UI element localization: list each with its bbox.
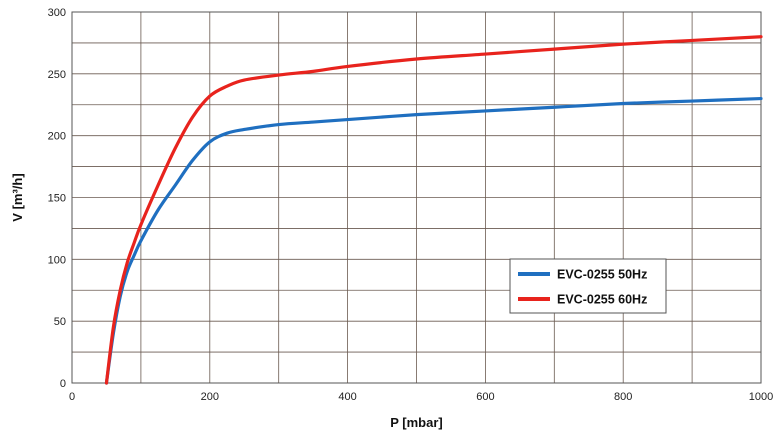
x-tick-label: 200 bbox=[201, 391, 219, 403]
y-tick-label: 100 bbox=[48, 254, 66, 266]
y-tick-label: 150 bbox=[48, 193, 66, 205]
series-line-60hz bbox=[104, 35, 763, 385]
x-tick-label: 800 bbox=[614, 391, 632, 403]
y-tick-label: 250 bbox=[48, 69, 66, 81]
x-axis-tick-labels: 0 200 400 600 800 1000 bbox=[69, 391, 773, 403]
legend: EVC-0255 50Hz EVC-0255 60Hz bbox=[509, 258, 667, 314]
x-axis-title: P [mbar] bbox=[390, 415, 443, 430]
x-tick-label: 400 bbox=[338, 391, 356, 403]
grid bbox=[72, 12, 761, 383]
series-lines bbox=[104, 35, 763, 385]
legend-label-50hz: EVC-0255 50Hz bbox=[557, 268, 647, 282]
y-tick-label: 0 bbox=[60, 378, 66, 390]
legend-box bbox=[509, 258, 667, 314]
legend-label-60hz: EVC-0255 60Hz bbox=[557, 293, 647, 307]
x-tick-label: 0 bbox=[69, 391, 75, 403]
y-tick-label: 300 bbox=[48, 7, 66, 19]
plot-area-frame bbox=[71, 11, 762, 384]
y-axis-tick-labels: 0 50 100 150 200 250 300 bbox=[48, 7, 66, 390]
y-tick-label: 200 bbox=[48, 131, 66, 143]
series-line-50hz bbox=[104, 96, 763, 385]
y-tick-label: 50 bbox=[54, 316, 66, 328]
y-axis-title: V [m³/h] bbox=[10, 173, 25, 221]
x-tick-label: 1000 bbox=[749, 391, 773, 403]
x-tick-label: 600 bbox=[476, 391, 494, 403]
